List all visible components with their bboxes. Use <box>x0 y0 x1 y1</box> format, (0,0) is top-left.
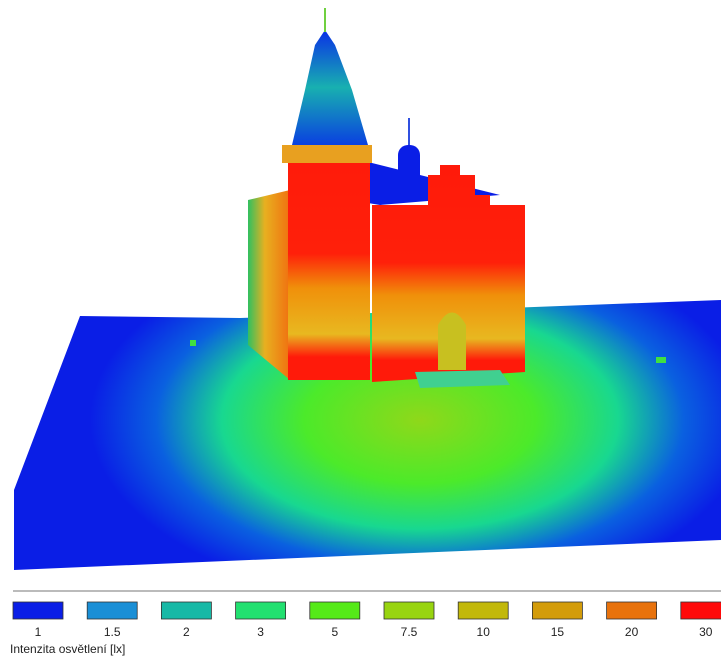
object <box>190 340 196 346</box>
legend-swatch <box>458 602 508 619</box>
legend-label: 1 <box>35 625 42 639</box>
legend-swatch <box>87 602 137 619</box>
object <box>656 357 666 363</box>
spire <box>292 30 368 145</box>
legend-swatch <box>310 602 360 619</box>
legend-label: 30 <box>699 625 713 639</box>
legend-label: 3 <box>257 625 264 639</box>
legend-label: 15 <box>551 625 565 639</box>
legend-swatch <box>161 602 211 619</box>
legend-title: Intenzita osvětlení [lx] <box>10 642 125 656</box>
portal <box>438 313 466 371</box>
legend-label: 20 <box>625 625 639 639</box>
page: 1 1.5 2 3 5 7.5 10 15 20 30 Intenzita osvětlení [… <box>0 0 721 659</box>
legend-label: 7.5 <box>401 625 418 639</box>
dome <box>398 145 420 185</box>
legend-label: 5 <box>331 625 338 639</box>
steps <box>415 370 510 388</box>
legend-swatch <box>384 602 434 619</box>
tower-cornice <box>282 145 372 163</box>
scene: 1 1.5 2 3 5 7.5 10 15 20 30 Intenzita osvětlení [… <box>0 0 721 659</box>
legend-swatch <box>532 602 582 619</box>
render <box>14 8 721 570</box>
legend-label: 2 <box>183 625 190 639</box>
legend-swatch <box>607 602 657 619</box>
tower <box>288 150 370 380</box>
legend-swatch <box>236 602 286 619</box>
legend-label: 1.5 <box>104 625 121 639</box>
legend-swatch <box>681 602 721 619</box>
legend: 1 1.5 2 3 5 7.5 10 15 20 30 <box>13 602 721 639</box>
legend-label: 10 <box>477 625 491 639</box>
legend-swatch <box>13 602 63 619</box>
